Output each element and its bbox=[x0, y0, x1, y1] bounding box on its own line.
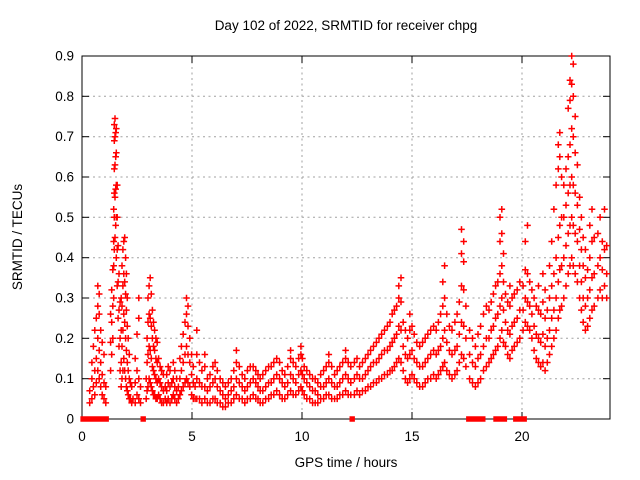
x-axis-label: GPS time / hours bbox=[295, 455, 398, 470]
y-axis-label: SRMTID / TECUs bbox=[10, 184, 25, 291]
x-tick-label: 10 bbox=[294, 429, 309, 444]
y-tick-label: 0.5 bbox=[55, 210, 74, 225]
y-tick-label: 0.1 bbox=[55, 371, 74, 386]
y-tick-label: 0.9 bbox=[55, 49, 74, 64]
zero-flag-markers bbox=[80, 416, 527, 422]
zero-square-markers bbox=[80, 416, 527, 422]
y-tick-label: 0.2 bbox=[55, 331, 74, 346]
x-tick-label: 20 bbox=[514, 429, 529, 444]
y-tick-label: 0 bbox=[66, 412, 74, 427]
y-tick-label: 0.3 bbox=[55, 291, 74, 306]
x-tick-label: 15 bbox=[404, 429, 419, 444]
y-tick-label: 0.7 bbox=[55, 129, 74, 144]
y-tick-label: 0.6 bbox=[55, 170, 74, 185]
scatter-points bbox=[86, 52, 610, 411]
x-tick-label: 0 bbox=[78, 429, 86, 444]
x-tick-label: 5 bbox=[188, 429, 196, 444]
plot-border-and-ticks bbox=[81, 55, 611, 420]
y-tick-label: 0.8 bbox=[55, 89, 74, 104]
grid-lines bbox=[82, 56, 610, 419]
tick-labels: 0 5 10 15 20 0 0.1 0.2 0.3 0.4 0.5 0.6 0.7 0.8 0.9 bbox=[55, 49, 529, 445]
srmtid-plus-markers bbox=[86, 52, 610, 411]
chart-title: Day 102 of 2022, SRMTID for receiver chp… bbox=[215, 18, 478, 33]
y-tick-label: 0.4 bbox=[55, 250, 74, 265]
